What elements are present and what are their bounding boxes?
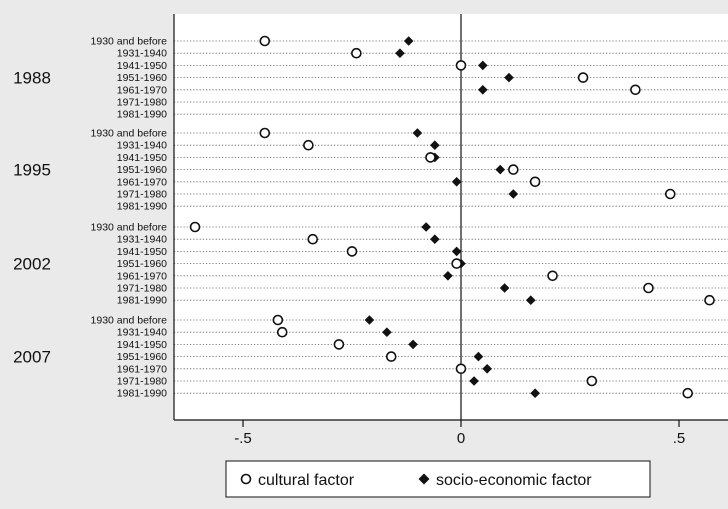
cultural-marker bbox=[664, 188, 676, 200]
category-label: 1951-1960 bbox=[117, 258, 167, 270]
socio-economic-marker bbox=[412, 128, 423, 138]
year-group-labels: 1988 1995 2002 2007 bbox=[13, 69, 51, 367]
category-label: 1930 and before bbox=[91, 36, 168, 48]
legend-socio-marker bbox=[418, 473, 430, 485]
socio-economic-marker bbox=[525, 295, 536, 305]
grid-lines bbox=[174, 40, 728, 394]
cultural-marker bbox=[346, 246, 358, 257]
socio-economic-marker bbox=[395, 48, 405, 58]
socio-economic-marker bbox=[508, 189, 519, 199]
year-label: 1988 bbox=[13, 69, 51, 88]
year-label: 1995 bbox=[13, 161, 51, 180]
category-label: 1951-1960 bbox=[117, 72, 167, 84]
cultural-marker bbox=[276, 326, 288, 338]
cultural-marker bbox=[333, 339, 345, 350]
socio-economic-marker bbox=[364, 315, 375, 325]
cultural-marker bbox=[303, 139, 314, 151]
legend-socio-label: socio-economic factor bbox=[436, 472, 592, 489]
legend-box bbox=[225, 460, 651, 498]
socio-economic-marker bbox=[530, 388, 540, 398]
category-label: 1981-1990 bbox=[117, 201, 167, 213]
plot-area bbox=[174, 14, 728, 420]
cultural-marker bbox=[451, 258, 462, 269]
category-label: 1951-1960 bbox=[117, 164, 167, 176]
year-label: 2007 bbox=[13, 348, 51, 367]
cultural-marker bbox=[259, 35, 271, 47]
cultural-marker bbox=[704, 294, 715, 306]
socio-economic-marker bbox=[382, 327, 392, 337]
category-label: 1941-1950 bbox=[117, 246, 167, 258]
category-label: 1961-1970 bbox=[117, 84, 167, 96]
cultural-marker bbox=[630, 84, 641, 96]
cultural-marker bbox=[425, 152, 436, 163]
cultural-marker bbox=[455, 60, 467, 71]
category-label: 1951-1960 bbox=[117, 351, 167, 363]
socio-economic-marker bbox=[469, 376, 479, 386]
cultural-marker bbox=[529, 176, 541, 188]
category-label: 1971-1980 bbox=[117, 97, 167, 109]
cultural-marker bbox=[272, 314, 284, 326]
category-label: 1930 and before bbox=[91, 128, 168, 140]
socio-economic-marker bbox=[482, 364, 492, 374]
socio-economic-marker bbox=[421, 222, 431, 232]
cultural-marker bbox=[547, 270, 558, 282]
cultural-marker bbox=[351, 47, 362, 59]
cultural-marker bbox=[259, 127, 271, 139]
socio-economic-marker bbox=[430, 234, 440, 244]
year-label: 2002 bbox=[13, 255, 51, 274]
data-markers bbox=[189, 35, 715, 399]
category-label: 1981-1990 bbox=[117, 388, 167, 400]
cultural-marker bbox=[455, 363, 467, 375]
x-tick-label: 0 bbox=[457, 430, 465, 447]
cultural-marker bbox=[586, 375, 598, 387]
socio-economic-marker bbox=[408, 339, 418, 350]
category-label: 1941-1950 bbox=[117, 60, 167, 72]
cultural-marker bbox=[682, 387, 694, 399]
category-label: 1981-1990 bbox=[117, 109, 167, 121]
socio-economic-marker bbox=[451, 177, 462, 187]
cultural-marker bbox=[385, 351, 397, 362]
category-label: 1971-1980 bbox=[117, 283, 167, 295]
category-label: 1961-1970 bbox=[117, 176, 167, 188]
category-label: 1931-1940 bbox=[117, 140, 167, 152]
legend-cultural-label: cultural factor bbox=[258, 472, 355, 489]
category-label: 1981-1990 bbox=[117, 295, 167, 307]
socio-economic-marker bbox=[504, 72, 514, 83]
category-label: 1941-1950 bbox=[117, 152, 167, 164]
category-label: 1961-1970 bbox=[117, 270, 167, 282]
category-label: 1961-1970 bbox=[117, 363, 167, 375]
socio-economic-marker bbox=[478, 85, 488, 95]
socio-economic-marker bbox=[478, 60, 488, 71]
legend-cultural-marker bbox=[240, 473, 252, 485]
legend: cultural factor socio-economic factor bbox=[225, 460, 651, 498]
category-label: 1930 and before bbox=[91, 222, 168, 234]
socio-economic-marker bbox=[473, 351, 484, 362]
cultural-marker bbox=[577, 72, 589, 83]
category-label: 1971-1980 bbox=[117, 376, 167, 388]
socio-economic-marker bbox=[403, 36, 414, 46]
socio-economic-marker bbox=[495, 164, 506, 175]
x-tick-label: -.5 bbox=[234, 430, 252, 447]
category-labels: 1930 and before1931-19401941-19501951-19… bbox=[91, 36, 168, 400]
cultural-marker bbox=[643, 282, 654, 294]
x-tick-label: .5 bbox=[673, 430, 686, 447]
category-label: 1931-1940 bbox=[117, 48, 167, 60]
socio-economic-marker bbox=[443, 271, 453, 281]
cultural-marker bbox=[508, 164, 519, 175]
socio-economic-marker bbox=[430, 140, 440, 150]
socio-economic-marker bbox=[451, 246, 462, 257]
cultural-marker bbox=[189, 221, 201, 233]
category-label: 1941-1950 bbox=[117, 339, 167, 351]
cultural-marker bbox=[307, 233, 319, 245]
socio-economic-marker bbox=[499, 283, 510, 293]
category-label: 1971-1980 bbox=[117, 189, 167, 201]
category-label: 1931-1940 bbox=[117, 234, 167, 246]
category-label: 1930 and before bbox=[91, 315, 168, 327]
x-axis-ticks: -.5 0 .5 bbox=[234, 420, 685, 447]
category-label: 1931-1940 bbox=[117, 327, 167, 339]
